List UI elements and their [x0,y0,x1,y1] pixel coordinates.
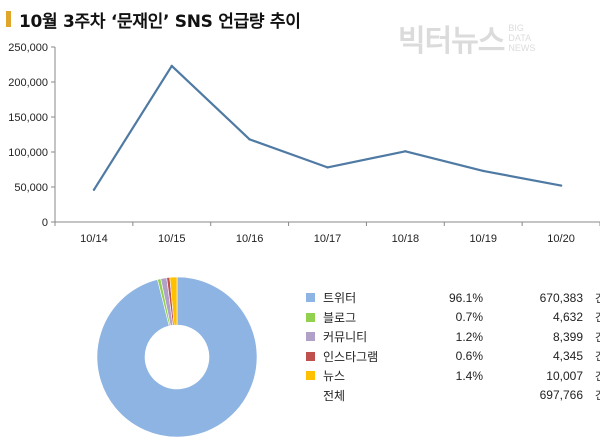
legend-unit: 건 [594,292,600,305]
legend-row: 뉴스 1.4% 10,007 건 [306,366,600,386]
legend-swatch [306,312,315,322]
y-tick-label: 0 [42,217,48,229]
data-point [170,64,173,68]
legend-value: 670,383 [539,290,583,305]
legend-label: 트위터 [323,291,357,306]
legend-label: 인스타그램 [323,349,379,364]
legend-percent: 0.6% [455,349,483,364]
legend-swatch [306,351,315,361]
legend-unit: 건 [594,312,600,325]
page-title: 10월 3주차 ‘문재인’ SNS 언급량 추이 [19,11,301,32]
x-tick-label: 10/18 [392,233,420,245]
watermark-main: 빅터뉴스 [398,24,505,59]
legend-value: 4,345 [552,349,583,364]
line-chart: 0 50,000 100,000 150,000 200,000 250,000 10/14… [8,42,600,245]
title-marker [6,11,11,27]
data-point [404,150,407,153]
y-tick-label: 100,000 [8,147,48,159]
data-point [559,184,563,187]
legend-value: 697,766 [539,388,583,403]
legend-row: 블로그 0.7% 4,632 건 [306,308,600,328]
data-point [248,138,251,141]
x-tick-label: 10/19 [469,233,497,245]
data-point [326,166,329,169]
y-tick-label: 50,000 [14,182,48,194]
legend-percent: 1.2% [455,329,483,344]
legend-unit: 건 [594,351,600,364]
legend-value: 4,632 [552,310,583,325]
x-tick-label: 10/20 [547,233,575,245]
donut-slice-5 [169,276,178,326]
x-tick-label: 10/16 [236,233,264,245]
legend-value: 10,007 [546,368,583,383]
legend-label: 커뮤니티 [323,330,368,345]
legend-row: 트위터 96.1% 670,383 건 [306,288,600,308]
watermark-sub-1: BIG [508,23,524,33]
legend-label: 블로그 [323,310,357,325]
legend-unit: 건 [594,331,600,344]
donut-slice-1 [96,276,258,438]
data-point [482,169,485,173]
legend-row-total: 전체 697,766 건 [306,386,600,406]
legend-percent: 0.7% [455,310,483,325]
legend-percent: 1.4% [455,368,483,383]
legend-row: 인스타그램 0.6% 4,345 건 [306,347,600,367]
x-tick-label: 10/17 [314,233,342,245]
watermark-sub-2: DATA [508,33,532,43]
watermark-sub: BIG DATA NEWS [508,23,535,53]
y-tick-label: 150,000 [8,112,48,124]
y-tick-label: 200,000 [8,77,48,89]
legend-label: 뉴스 [323,369,346,384]
legend-swatch [306,371,315,381]
title-bar: 10월 3주차 ‘문재인’ SNS 언급량 추이 [6,6,301,32]
x-tick-label: 10/14 [80,233,108,245]
legend-row: 커뮤니티 1.2% 8,399 건 [306,327,600,347]
y-tick-label: 250,000 [8,42,48,54]
x-tick-label: 10/15 [158,233,186,245]
legend-swatch [306,293,315,303]
legend-unit: 건 [594,370,600,383]
watermark-logo: 빅터뉴스 BIG DATA NEWS [398,16,535,60]
watermark-sub-3: NEWS [508,43,536,53]
legend-unit: 건 [594,390,600,403]
pie-legend: 트위터 96.1% 670,383 건 블로그 0.7% 4,632 건 커뮤니티 1.2% 8,3… [306,288,600,405]
legend-value: 8,399 [552,329,583,344]
legend-label: 전체 [323,388,346,403]
legend-swatch [306,332,315,342]
data-point [92,188,96,191]
legend-percent: 96.1% [448,290,483,305]
